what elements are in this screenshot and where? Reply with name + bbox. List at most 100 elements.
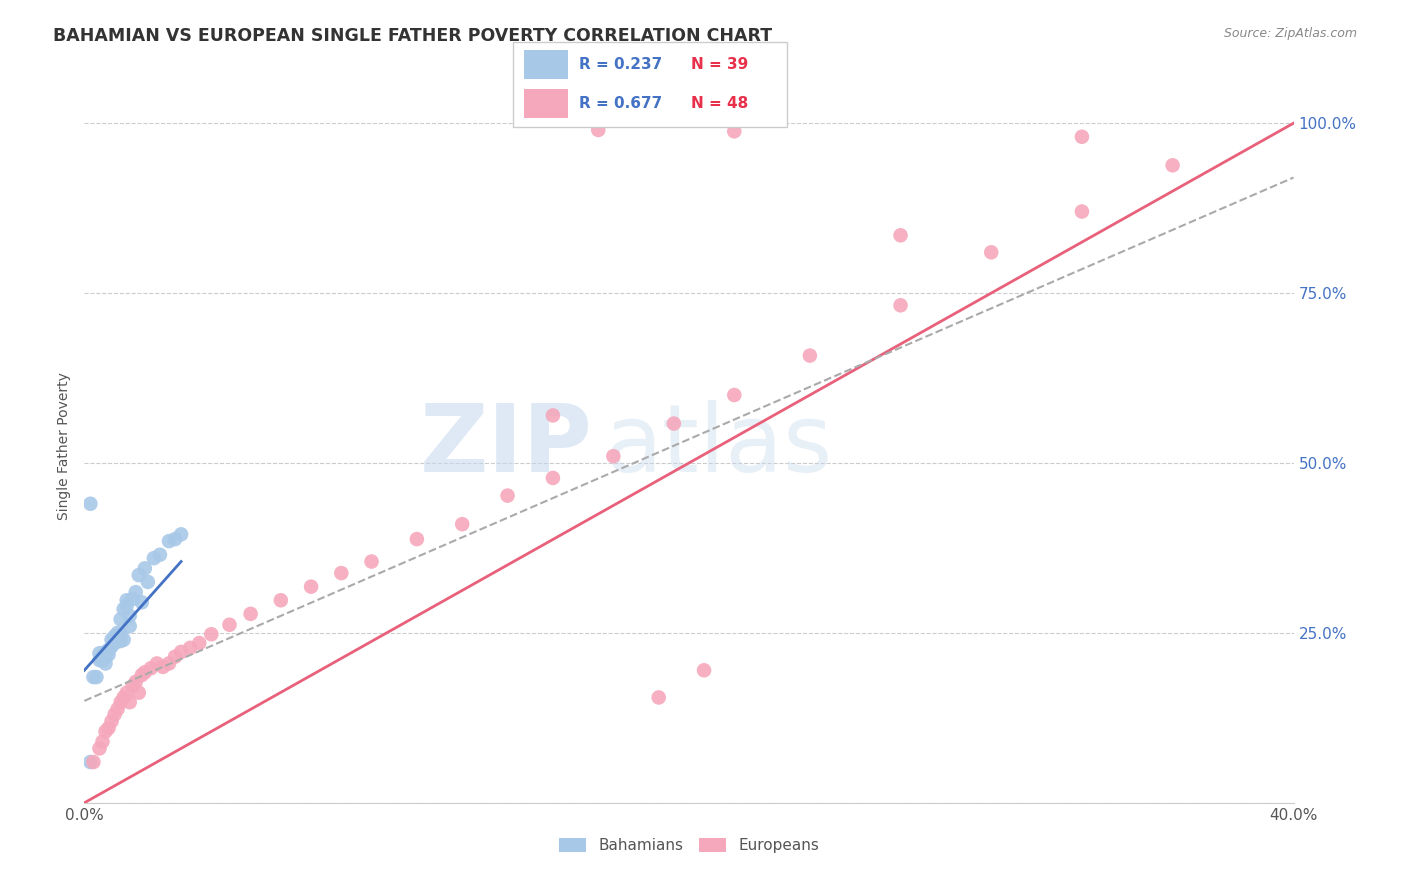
Point	[648, 690, 671, 705]
Point	[693, 663, 716, 677]
Point	[107, 626, 129, 640]
Point	[1161, 158, 1184, 172]
Point	[97, 648, 120, 662]
Point	[723, 124, 745, 138]
Point	[723, 388, 745, 402]
Point	[125, 585, 148, 599]
Legend: Bahamians, Europeans: Bahamians, Europeans	[553, 832, 825, 859]
Point	[330, 566, 353, 580]
Point	[188, 636, 211, 650]
Text: N = 39: N = 39	[692, 57, 748, 72]
Point	[104, 629, 127, 643]
Point	[136, 574, 159, 589]
Point	[602, 449, 624, 463]
Point	[170, 527, 193, 541]
Point	[115, 593, 138, 607]
Point	[104, 707, 127, 722]
Text: R = 0.237: R = 0.237	[579, 57, 662, 72]
Point	[890, 228, 912, 243]
Text: Source: ZipAtlas.com: Source: ZipAtlas.com	[1223, 27, 1357, 40]
Point	[79, 497, 101, 511]
Point	[134, 665, 156, 680]
Point	[799, 349, 821, 363]
Point	[100, 640, 122, 654]
Text: BAHAMIAN VS EUROPEAN SINGLE FATHER POVERTY CORRELATION CHART: BAHAMIAN VS EUROPEAN SINGLE FATHER POVER…	[53, 27, 772, 45]
Point	[157, 657, 180, 671]
Point	[94, 657, 117, 671]
Point	[588, 123, 610, 137]
Point	[200, 627, 222, 641]
Point	[82, 755, 104, 769]
Y-axis label: Single Father Poverty: Single Father Poverty	[58, 372, 72, 520]
Point	[118, 619, 141, 633]
FancyBboxPatch shape	[524, 50, 568, 79]
Point	[179, 640, 201, 655]
Point	[97, 643, 120, 657]
Point	[270, 593, 292, 607]
Point	[157, 534, 180, 549]
Text: R = 0.677: R = 0.677	[579, 96, 662, 112]
Point	[112, 632, 135, 647]
Point	[134, 561, 156, 575]
Point	[112, 602, 135, 616]
Point	[152, 660, 174, 674]
Point	[107, 632, 129, 647]
Point	[100, 632, 122, 647]
Point	[94, 645, 117, 659]
Point	[451, 517, 474, 532]
Point	[110, 612, 132, 626]
Point	[139, 661, 162, 675]
Point	[110, 695, 132, 709]
Point	[128, 686, 150, 700]
Point	[131, 668, 153, 682]
Point	[100, 714, 122, 729]
Point	[107, 702, 129, 716]
Point	[142, 551, 165, 566]
Point	[980, 245, 1002, 260]
Point	[541, 471, 564, 485]
Point	[104, 636, 127, 650]
Point	[890, 298, 912, 312]
Point	[360, 555, 382, 569]
Point	[128, 568, 150, 582]
Text: N = 48: N = 48	[692, 96, 748, 112]
Point	[146, 657, 169, 671]
Point	[86, 670, 108, 684]
Point	[1071, 129, 1094, 144]
Point	[170, 645, 193, 659]
Point	[82, 670, 104, 684]
Point	[541, 409, 564, 423]
Point	[1071, 204, 1094, 219]
Point	[91, 734, 114, 748]
Point	[406, 532, 429, 546]
Point	[149, 548, 172, 562]
Point	[131, 595, 153, 609]
Point	[662, 417, 685, 431]
Point	[118, 608, 141, 623]
Point	[496, 489, 519, 503]
Point	[89, 646, 111, 660]
Point	[110, 634, 132, 648]
Point	[299, 580, 322, 594]
Point	[94, 649, 117, 664]
Text: atlas: atlas	[605, 400, 832, 492]
FancyBboxPatch shape	[513, 42, 787, 127]
Point	[94, 724, 117, 739]
Point	[115, 599, 138, 613]
Point	[165, 649, 187, 664]
Text: ZIP: ZIP	[419, 400, 592, 492]
Point	[115, 686, 138, 700]
Point	[218, 617, 240, 632]
Point	[125, 674, 148, 689]
Point	[118, 695, 141, 709]
Point	[79, 755, 101, 769]
Point	[91, 649, 114, 664]
Point	[91, 653, 114, 667]
Point	[165, 532, 187, 546]
Point	[239, 607, 262, 621]
Point	[97, 721, 120, 735]
Point	[110, 627, 132, 641]
Point	[112, 690, 135, 705]
Point	[121, 591, 143, 606]
FancyBboxPatch shape	[524, 89, 568, 119]
